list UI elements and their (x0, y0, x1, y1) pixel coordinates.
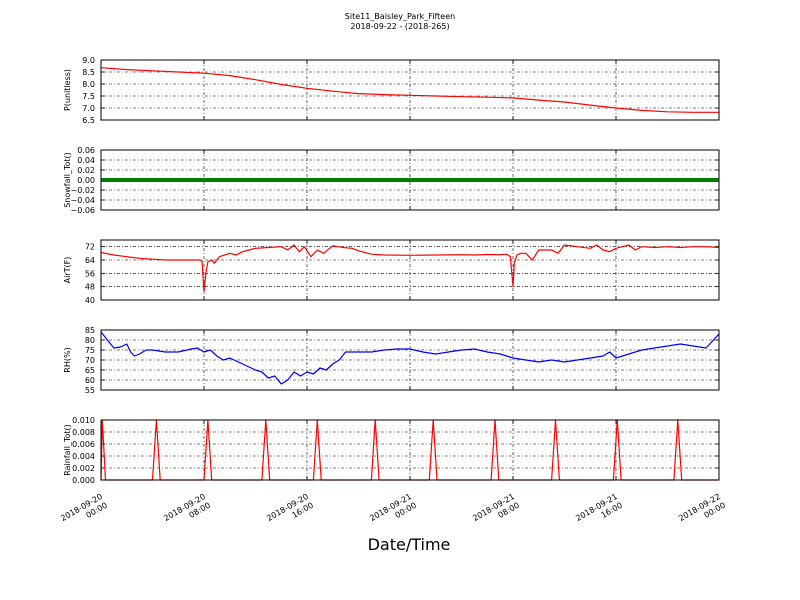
series-line-airt (100, 244, 720, 293)
y-axis-label-rainfall: Rainfall_Tot() (63, 424, 72, 476)
y-tick-label: 7.0 (82, 104, 95, 113)
y-axis-label-airt: AirT(F) (63, 257, 72, 284)
figure-title-line1: Site11_Baisley_Park_Fifteen (345, 12, 455, 21)
x-tick-label: 2018-09-2000:00 (59, 492, 109, 532)
subplot-airt: 72 64 56 48 40 AirT(F) (63, 239, 720, 305)
y-tick-label: 48 (85, 283, 95, 292)
y-tick-label: 8.5 (82, 68, 95, 77)
x-tick-label: 2018-09-2016:00 (265, 492, 315, 532)
subplot-rainfall: 0.010 0.008 0.006 0.004 0.002 0.000Rainfall_T… (63, 416, 720, 485)
subplot-snowfall: 0.060.040.020.00−0.02−0.04−0.06Snowfall_… (63, 146, 720, 215)
y-tick-label: 72 (85, 243, 95, 252)
y-tick-label: 0.002 (72, 464, 95, 473)
axes-frame-rh (100, 329, 720, 391)
y-tick-label: −0.02 (70, 186, 95, 195)
subplot-stack: 9.08.58.07.57.06.5P(unitless)0.060.040.0… (63, 56, 720, 485)
series-line-p (100, 67, 719, 113)
y-tick-label: 80 (85, 336, 95, 345)
y-tick-label: 55 (85, 386, 95, 395)
series-line-rh (100, 331, 720, 385)
y-tick-label: 64 (85, 256, 95, 265)
y-tick-label: −0.06 (70, 206, 95, 215)
figure-title-line2: 2018-09-22 - (2018-265) (350, 22, 449, 31)
y-tick-label: 0.02 (77, 166, 95, 175)
y-tick-label: 40 (85, 296, 95, 305)
x-tick-label: 2018-09-2116:00 (574, 492, 624, 532)
y-tick-label: 0.000 (72, 476, 95, 485)
y-tick-label: −0.04 (70, 196, 95, 205)
y-tick-label: 0.006 (72, 440, 95, 449)
y-tick-label: 65 (85, 366, 95, 375)
y-tick-label: 0.04 (77, 156, 95, 165)
y-tick-label: 8.0 (82, 80, 95, 89)
x-tick-labels: 2018-09-2000:00 2018-09-2008:00 2018-09-20… (59, 492, 727, 532)
subplot-p: 9.0 8.5 8.0 7.5 7.0 6.5 P(unitless) (63, 56, 720, 125)
y-tick-label: 75 (85, 346, 95, 355)
y-axis-label-rh: RH(%) (63, 347, 72, 372)
x-axis-label: Date/Time (368, 535, 451, 554)
y-tick-label: 0.00 (77, 176, 95, 185)
y-tick-label: 0.010 (72, 416, 95, 425)
axes-frame-p (100, 59, 720, 121)
x-tick-label: 2018-09-2108:00 (471, 492, 521, 532)
y-axis-label-p: P(unitless) (63, 69, 72, 111)
y-tick-label: 6.5 (82, 116, 95, 125)
y-tick-label: 0.06 (77, 146, 95, 155)
y-tick-label: 0.008 (72, 428, 95, 437)
y-axis-label-snowfall: Snowfall_Tot() (63, 152, 72, 208)
x-tick-label: 2018-09-2200:00 (677, 492, 727, 532)
y-tick-label: 56 (85, 269, 95, 278)
axes-frame-rainfall (100, 419, 720, 481)
axes-frame-snowfall (100, 149, 720, 211)
y-tick-label: 0.004 (72, 452, 95, 461)
y-tick-label: 85 (85, 326, 95, 335)
x-tick-label: 2018-09-2100:00 (368, 492, 418, 532)
axes-frame-airt (100, 239, 720, 301)
y-tick-label: 7.5 (82, 92, 95, 101)
x-tick-label: 2018-09-2008:00 (162, 492, 212, 532)
y-tick-label: 70 (85, 356, 95, 365)
y-tick-label: 9.0 (82, 56, 95, 65)
y-tick-label: 60 (85, 376, 95, 385)
